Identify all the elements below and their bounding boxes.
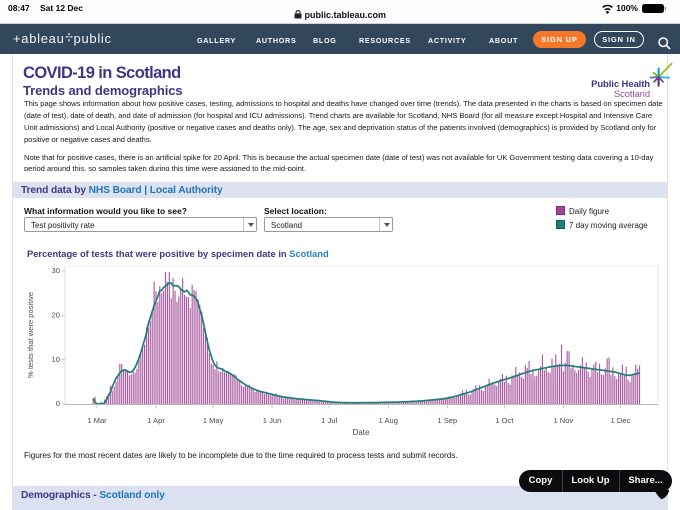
svg-text:1 Oct: 1 Oct [495,416,514,425]
svg-text:1 Mar: 1 Mar [87,416,107,425]
svg-text:1 Aug: 1 Aug [379,416,398,425]
svg-text:Date: Date [353,428,370,437]
svg-text:0: 0 [56,399,60,408]
svg-text:% tests that were positive: % tests that were positive [26,292,35,378]
svg-text:1 Jun: 1 Jun [263,416,282,425]
svg-text:1 Jul: 1 Jul [321,416,337,425]
svg-text:1 Apr: 1 Apr [147,416,165,425]
svg-text:10: 10 [52,355,60,364]
svg-text:1 May: 1 May [203,416,224,425]
svg-text:20: 20 [52,311,60,320]
svg-text:1 Nov: 1 Nov [553,416,573,425]
svg-text:1 Sep: 1 Sep [437,416,457,425]
svg-text:30: 30 [52,266,60,275]
svg-text:1 Dec: 1 Dec [611,416,631,425]
